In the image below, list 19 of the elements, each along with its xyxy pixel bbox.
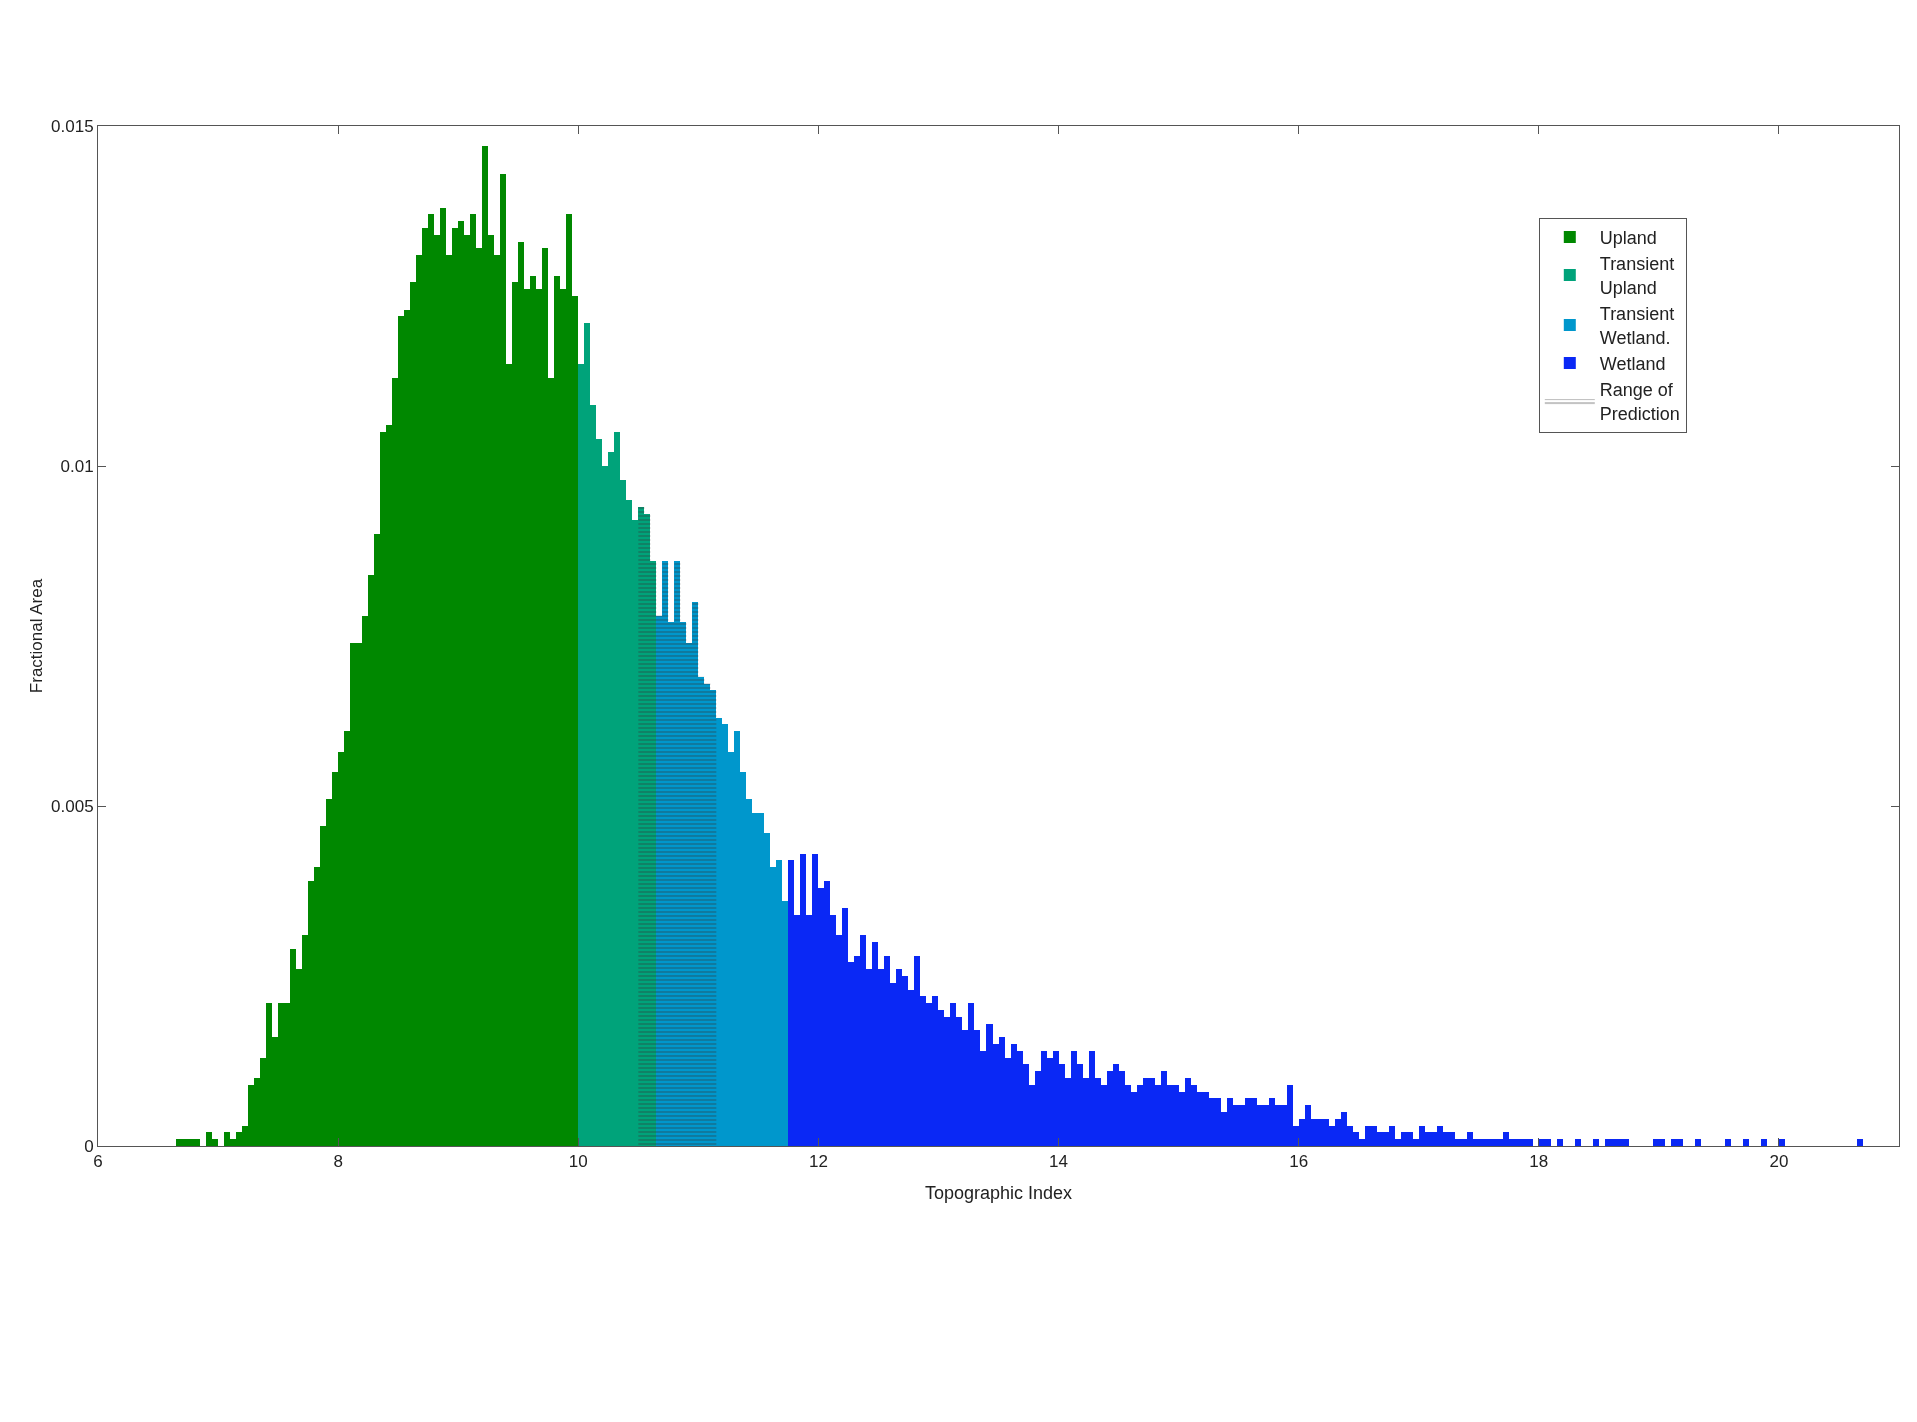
- legend-label: Upland: [1599, 228, 1657, 249]
- x-tick-label: 14: [1049, 1152, 1068, 1172]
- x-tick-label: 8: [333, 1152, 343, 1172]
- legend-label: Transient Upland: [1599, 254, 1675, 298]
- y-tick-label: 0.015: [51, 116, 94, 136]
- x-axis-title: Topographic Index: [924, 1182, 1073, 1203]
- y-tick-label: 0.005: [51, 796, 94, 816]
- x-tick-label: 18: [1529, 1152, 1549, 1172]
- y-tick-label: 0: [84, 1136, 94, 1156]
- legend-label: Transient Wetland.: [1599, 304, 1675, 348]
- x-tick-label: 6: [93, 1152, 103, 1172]
- legend-label: Range of Prediction: [1599, 380, 1680, 424]
- y-axis-title: Fractional Area: [26, 578, 46, 694]
- y-tick-label: 0.01: [60, 456, 94, 476]
- x-tick-label: 20: [1769, 1152, 1789, 1172]
- x-tick-label: 10: [568, 1152, 588, 1172]
- x-tick-label: 16: [1289, 1152, 1309, 1172]
- x-tick-label: 12: [808, 1152, 828, 1172]
- legend-label: Wetland: [1599, 354, 1666, 375]
